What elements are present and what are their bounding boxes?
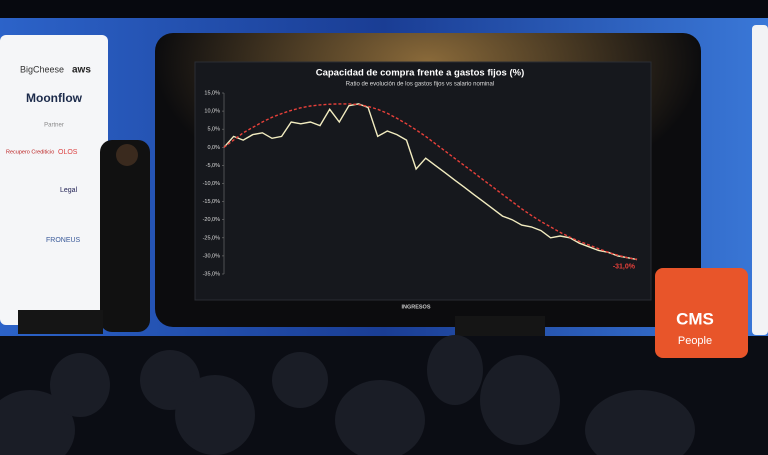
presenter — [100, 140, 150, 332]
partner: Legal — [60, 187, 78, 194]
partner: Recupero Crediticio — [6, 149, 54, 155]
sponsor: Moonflow — [26, 91, 83, 105]
audience — [0, 335, 695, 455]
logo-box — [655, 268, 748, 358]
partner: FRONEUS — [46, 237, 81, 244]
y-tick-label: -25,0% — [203, 235, 221, 241]
y-tick-label: -5,0% — [206, 163, 220, 169]
sponsor-panel — [0, 35, 108, 325]
partner-heading: Partner — [44, 123, 64, 129]
y-tick-label: 15,0% — [204, 90, 220, 96]
chart-subtitle: Ratio de evolución de los gastos fijos v… — [346, 82, 494, 88]
y-tick-label: -20,0% — [203, 217, 221, 223]
partner: OLOS — [58, 149, 78, 156]
x-axis-label: INGRESOS — [401, 304, 430, 310]
series-line — [223, 103, 638, 261]
series-line — [223, 103, 638, 261]
logo-brand: CMS — [676, 309, 714, 328]
y-tick-label: 5,0% — [207, 127, 220, 133]
presenter-head — [116, 144, 138, 166]
logo-sub: People — [678, 335, 712, 347]
y-tick-label: 10,0% — [204, 109, 220, 115]
y-tick-label: -30,0% — [203, 253, 221, 259]
chart-title: Capacidad de compra frente a gastos fijo… — [316, 68, 525, 79]
chart-panel — [194, 61, 652, 301]
y-tick-label: -35,0% — [203, 271, 221, 277]
sponsor: BigCheese — [20, 64, 64, 74]
annotation: -31,0% — [613, 263, 636, 270]
sponsor: aws — [72, 65, 91, 76]
y-tick-label: 0,0% — [207, 145, 220, 151]
y-tick-label: -10,0% — [203, 181, 221, 187]
side-panel — [752, 25, 768, 335]
y-tick-label: -15,0% — [203, 199, 221, 205]
speaker — [18, 310, 103, 334]
